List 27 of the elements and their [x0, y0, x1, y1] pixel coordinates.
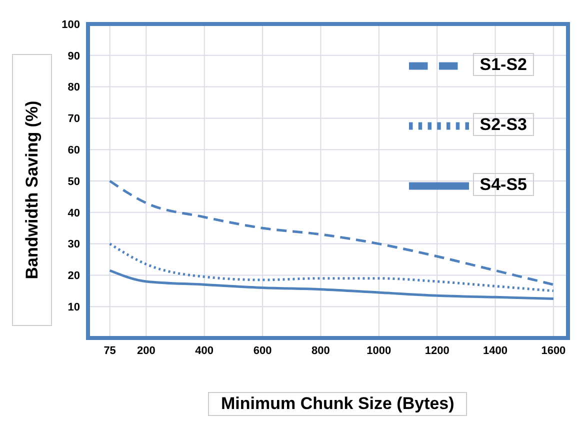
x-tick-label: 1200 — [424, 344, 450, 357]
line-series — [108, 269, 555, 300]
legend-label: S1-S2 — [472, 53, 534, 76]
x-tick-label: 400 — [195, 344, 214, 357]
y-tick-label: 60 — [68, 144, 80, 157]
x-tick-label: 600 — [253, 344, 272, 357]
y-tick-label: 90 — [68, 50, 80, 62]
x-tick-label: 1600 — [541, 344, 566, 357]
legend-label: S4-S5 — [472, 173, 534, 196]
y-tick-label: 20 — [68, 270, 80, 282]
x-tick-label: 200 — [137, 344, 156, 357]
y-tick-label: 70 — [68, 113, 80, 126]
x-tick-label: 75 — [104, 344, 116, 357]
x-tick-label: 1400 — [483, 344, 508, 357]
y-tick-label: 80 — [68, 82, 80, 94]
x-tick-label: 800 — [312, 344, 330, 357]
line-series — [108, 242, 555, 292]
legend-label: S2-S3 — [472, 113, 534, 136]
y-axis-title: Bandwidth Saving (%) — [22, 100, 42, 280]
line-series — [108, 180, 555, 286]
y-tick-label: 30 — [68, 238, 80, 251]
x-tick-label: 1000 — [366, 344, 392, 357]
y-tick-label: 100 — [62, 18, 80, 31]
y-tick-label: 40 — [68, 207, 80, 220]
y-tick-label: 50 — [68, 176, 80, 188]
x-axis-title: Minimum Chunk Size (Bytes) — [208, 392, 468, 416]
y-tick-label: 10 — [68, 302, 80, 314]
